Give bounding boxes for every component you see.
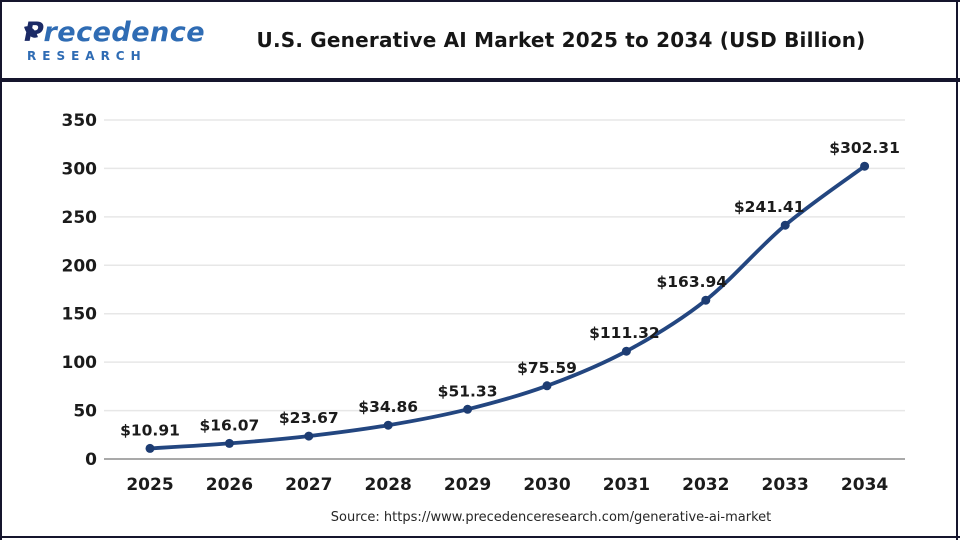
- y-tick-label: 0: [85, 450, 97, 470]
- logo-subtitle: RESEARCH: [27, 48, 147, 63]
- data-point-marker: [145, 443, 155, 453]
- x-tick-label: 2033: [762, 475, 809, 495]
- x-tick-label: 2034: [841, 475, 888, 495]
- x-tick-label: 2025: [126, 475, 173, 495]
- bottom-divider: [2, 536, 960, 538]
- series-line: [148, 164, 867, 451]
- x-tick-label: 2031: [603, 475, 650, 495]
- right-divider: [956, 2, 958, 540]
- title-wrap: U.S. Generative AI Market 2025 to 2034 (…: [217, 28, 960, 52]
- data-point-label: $75.59: [517, 359, 577, 377]
- data-point-label: $302.31: [829, 139, 900, 157]
- data-point-marker: [860, 161, 870, 171]
- x-tick-label: 2028: [365, 475, 412, 495]
- data-point-label: $241.41: [734, 198, 805, 216]
- data-point-marker: [542, 381, 552, 391]
- data-point-label: $51.33: [438, 382, 498, 400]
- y-tick-label: 200: [62, 256, 98, 276]
- data-point-marker: [383, 420, 393, 430]
- y-tick-label: 350: [62, 111, 98, 131]
- x-tick-label: 2026: [206, 475, 253, 495]
- data-point-marker: [701, 295, 711, 305]
- source-note: Source: https://www.precedenceresearch.c…: [330, 510, 772, 525]
- x-tick-label: 2032: [682, 475, 729, 495]
- data-point-label: $163.94: [656, 273, 727, 291]
- x-tick-label: 2027: [285, 475, 332, 495]
- y-tick-label: 50: [73, 402, 97, 422]
- data-point-label: $10.91: [120, 421, 180, 439]
- logo-name: Precedence: [24, 16, 206, 48]
- header: Precedence RESEARCH U.S. Generative AI M…: [2, 2, 960, 82]
- y-tick-label: 250: [62, 208, 98, 228]
- data-point-label: $111.32: [589, 324, 660, 342]
- data-point-label: $23.67: [279, 409, 339, 427]
- page-title: U.S. Generative AI Market 2025 to 2034 (…: [256, 28, 866, 52]
- x-tick-label: 2029: [444, 475, 491, 495]
- data-point-marker: [463, 404, 473, 414]
- precedence-logo: Precedence RESEARCH: [2, 19, 217, 62]
- data-point-marker: [621, 346, 631, 356]
- y-tick-label: 150: [62, 305, 98, 325]
- data-point-marker: [304, 431, 314, 441]
- data-point-label: $16.07: [199, 416, 259, 434]
- data-point-label: $34.86: [358, 398, 418, 416]
- y-tick-label: 300: [62, 159, 98, 179]
- data-point-marker: [224, 438, 234, 448]
- y-tick-label: 100: [62, 353, 98, 373]
- data-point-marker: [780, 220, 790, 230]
- x-tick-label: 2030: [523, 475, 570, 495]
